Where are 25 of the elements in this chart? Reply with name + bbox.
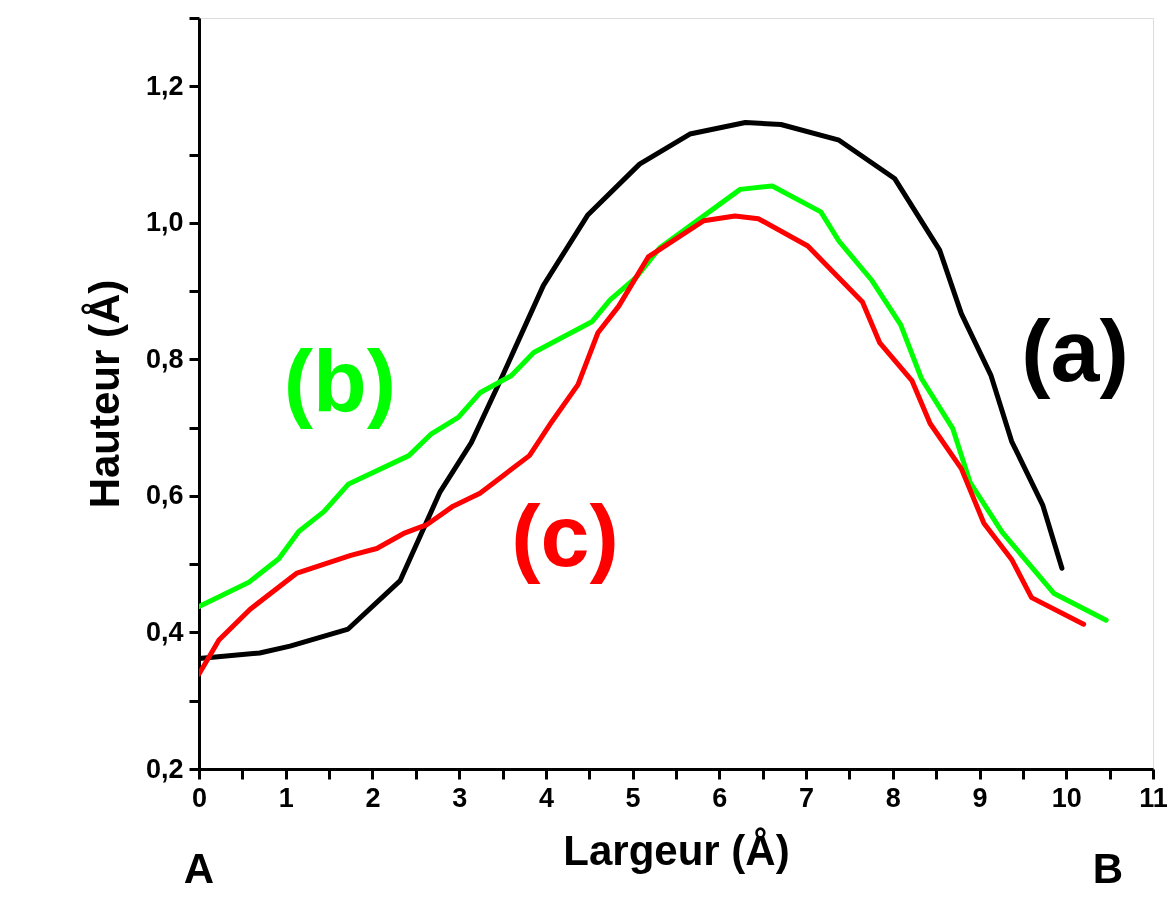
x-tick-label: 10 <box>1051 782 1082 813</box>
x-tick-label: 0 <box>191 782 208 813</box>
y-tick-label: 0,6 <box>145 480 184 511</box>
y-tick-label: 1,2 <box>145 70 184 101</box>
text: B <box>1092 845 1124 892</box>
series-label: (a) <box>1021 301 1129 400</box>
x-tick-label: 9 <box>972 782 988 813</box>
y-tick-label: 0,8 <box>145 343 184 374</box>
x-tick-label: 2 <box>365 782 381 813</box>
text: A <box>183 845 215 892</box>
series-label: (c) <box>511 486 619 585</box>
x-tick-label: 5 <box>625 782 641 813</box>
y-tick-label: 0,2 <box>145 753 184 784</box>
y-tick-label: 1,0 <box>145 207 184 238</box>
x-tick-label: 4 <box>538 782 554 813</box>
x-tick-label: 7 <box>799 782 815 813</box>
x-tick-label: 8 <box>885 782 901 813</box>
y-axis-title: Hauteur (Å) <box>80 279 128 509</box>
x-axis-title: Largeur (Å) <box>563 826 790 874</box>
x-tick-label: 1 <box>278 782 294 813</box>
x-tick-label: 11 <box>1139 782 1168 813</box>
x-tick-label: 6 <box>712 782 728 813</box>
series-label: (b) <box>283 331 397 430</box>
x-tick-label: 3 <box>452 782 468 813</box>
y-tick-label: 0,4 <box>145 616 184 647</box>
